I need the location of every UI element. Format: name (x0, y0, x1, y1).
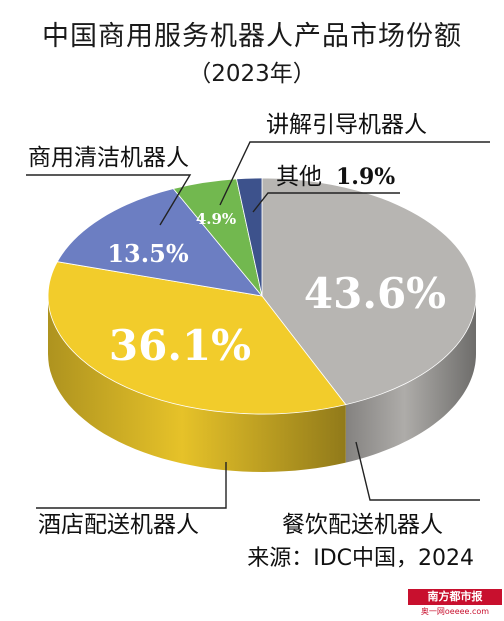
callout-line-cleaning (26, 174, 192, 226)
chart-subtitle: （2023年） (188, 61, 316, 87)
pie-body (47, 177, 477, 472)
callout-line-hotel (36, 462, 227, 509)
source-note: 来源：IDC中国，2024 (247, 546, 474, 571)
value-label-other: 1.9% (336, 164, 395, 190)
value-label-cleaning: 13.5% (107, 239, 188, 268)
pie-slice-dining (261, 177, 477, 406)
label-dining: 餐饮配送机器人 (282, 512, 443, 538)
callout-line-dining (355, 441, 480, 501)
callout-line-other (252, 192, 400, 213)
pie-slice-cleaning (56, 188, 263, 297)
pie-slice-hotel (47, 261, 347, 415)
pie-slice-other (236, 177, 263, 297)
label-other: 其他 (276, 164, 322, 190)
newspaper-logo: 南方都市报 奥一网oeeee.com (408, 589, 502, 619)
logo-subtitle: 奥一网oeeee.com (420, 607, 490, 616)
callout-line-guide (219, 141, 490, 206)
callout-lines (26, 141, 490, 509)
label-guide: 讲解引导机器人 (266, 112, 427, 138)
value-label-guide: 4.9% (196, 210, 236, 228)
slice-labels: 商用清洁机器人 讲解引导机器人 其他 1.9% 酒店配送机器人 餐饮配送机器人 … (28, 112, 446, 538)
value-label-hotel: 36.1% (109, 321, 251, 370)
value-label-dining: 43.6% (304, 269, 446, 318)
logo-title: 南方都市报 (408, 589, 502, 605)
pie-side-dining (345, 296, 476, 463)
chart-title: 中国商用服务机器人产品市场份额 (42, 21, 462, 52)
pie-side-hotel (48, 296, 346, 472)
label-hotel: 酒店配送机器人 (38, 512, 199, 538)
label-cleaning: 商用清洁机器人 (28, 145, 189, 171)
